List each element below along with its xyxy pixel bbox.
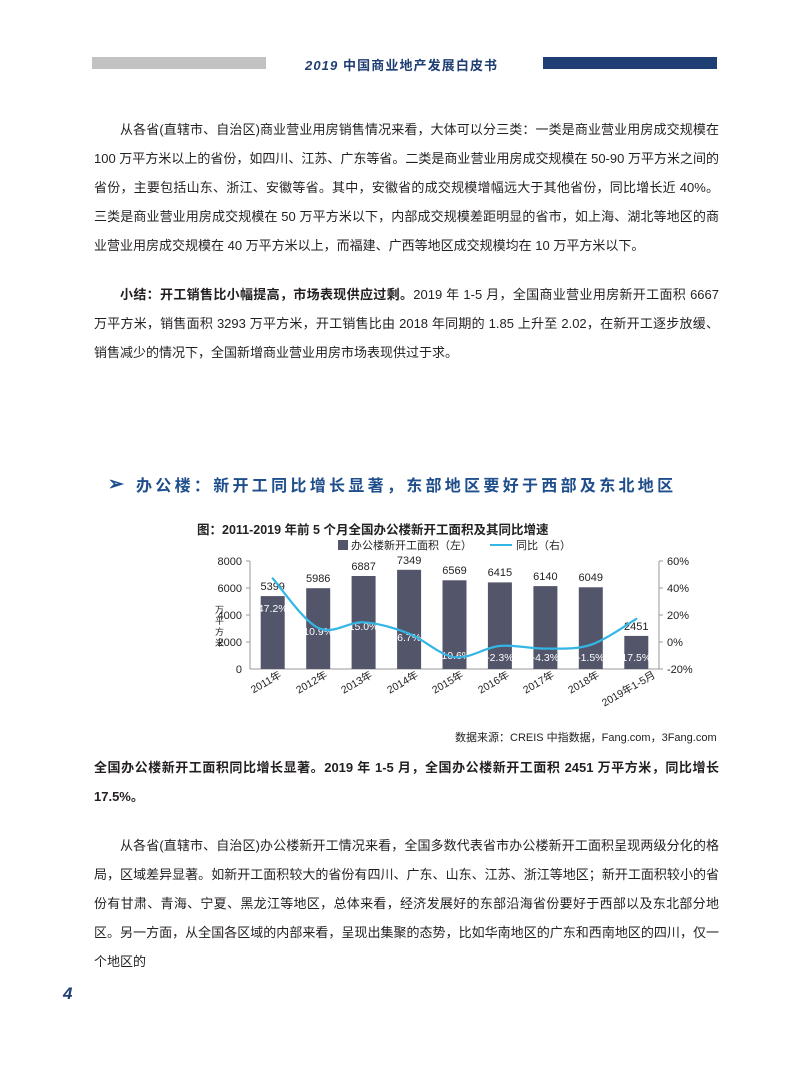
svg-text:2451: 2451 (624, 621, 648, 633)
svg-text:6569: 6569 (442, 565, 466, 577)
svg-text:-1.5%: -1.5% (577, 652, 604, 664)
svg-text:0: 0 (236, 664, 242, 676)
svg-text:8000: 8000 (218, 556, 242, 568)
svg-text:6415: 6415 (488, 567, 512, 579)
svg-text:60%: 60% (667, 556, 689, 568)
svg-text:米: 米 (215, 637, 224, 648)
svg-text:2018年: 2018年 (566, 668, 602, 696)
svg-text:2019年1-5月: 2019年1-5月 (599, 668, 657, 709)
svg-text:40%: 40% (667, 583, 689, 595)
svg-text:万: 万 (215, 605, 224, 615)
svg-text:2011年: 2011年 (248, 668, 283, 696)
svg-text:7349: 7349 (397, 555, 421, 567)
svg-text:2012年: 2012年 (294, 668, 330, 696)
svg-text:平: 平 (215, 616, 224, 626)
svg-text:6000: 6000 (218, 583, 242, 595)
svg-text:6049: 6049 (579, 572, 603, 584)
svg-text:0%: 0% (667, 637, 683, 649)
svg-text:2016年: 2016年 (476, 668, 512, 696)
svg-text:-4.3%: -4.3% (532, 652, 559, 664)
svg-text:2015年: 2015年 (430, 668, 466, 696)
svg-text:6887: 6887 (351, 561, 375, 573)
svg-text:办公楼新开工面积（左）: 办公楼新开工面积（左） (351, 538, 472, 552)
svg-text:同比（右）: 同比（右） (516, 538, 571, 552)
svg-text:17.5%: 17.5% (621, 652, 651, 664)
svg-text:5399: 5399 (260, 581, 284, 593)
svg-text:2017年: 2017年 (521, 668, 557, 696)
svg-text:20%: 20% (667, 610, 689, 622)
svg-text:2014年: 2014年 (385, 668, 421, 696)
svg-text:-20%: -20% (667, 664, 693, 676)
svg-text:2013年: 2013年 (339, 668, 375, 696)
svg-text:方: 方 (215, 626, 224, 637)
svg-text:-2.3%: -2.3% (486, 652, 513, 664)
svg-text:6140: 6140 (533, 571, 557, 583)
svg-text:47.2%: 47.2% (258, 603, 288, 615)
svg-text:5986: 5986 (306, 573, 330, 585)
